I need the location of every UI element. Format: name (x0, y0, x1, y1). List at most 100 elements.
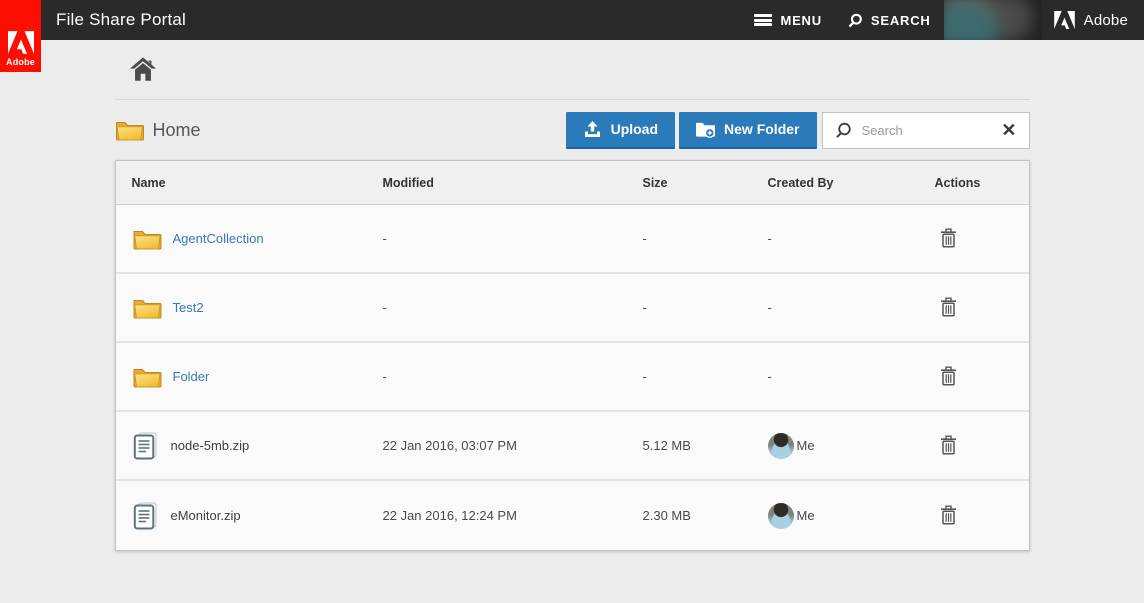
actions-cell (923, 295, 1029, 320)
avatar (767, 432, 794, 459)
created-by-label: - (767, 369, 772, 384)
folder-icon (133, 230, 161, 249)
modified-cell: - (382, 300, 387, 315)
table-row: eMonitor.zip 22 Jan 2016, 12:24 PM 2.30 … (115, 481, 1029, 550)
created-by-cell: - (768, 300, 923, 315)
adobe-brand-label: Adobe (1083, 11, 1128, 29)
name-cell: Folder (116, 365, 383, 389)
delete-button[interactable] (938, 295, 959, 319)
created-by-label: - (767, 300, 772, 315)
name-cell: node-5mb.zip (116, 431, 383, 461)
col-header-modified: Modified (382, 175, 434, 190)
breadcrumb-home-button[interactable] (129, 56, 157, 83)
current-location: Home (115, 118, 201, 142)
size-cell: - (642, 300, 647, 315)
home-icon (129, 57, 156, 81)
adobe-brand-link[interactable]: Adobe (1042, 11, 1144, 29)
item-name-link[interactable]: Test2 (172, 300, 204, 315)
trash-icon (940, 366, 956, 386)
search-label: SEARCH (870, 12, 931, 28)
file-table: Name Modified Size Created By Actions (114, 160, 1030, 551)
delete-button[interactable] (938, 503, 959, 527)
table-row: AgentCollection - - - (115, 205, 1029, 274)
trash-icon (940, 297, 956, 317)
col-header-name: Name (131, 175, 166, 190)
adobe-wordmark: Adobe (6, 57, 35, 67)
modified-cell: - (382, 369, 387, 384)
size-cell: - (642, 369, 647, 384)
created-by-label: Me (796, 438, 815, 453)
adobe-mark-icon (7, 31, 34, 54)
adobe-mark-icon (1053, 11, 1075, 29)
table-row: Folder - - - (115, 343, 1029, 412)
created-by-cell: - (768, 231, 923, 246)
toolbar-actions: Upload New Folder ✕ (565, 111, 1030, 149)
folder-icon (133, 368, 161, 387)
hamburger-icon (754, 14, 773, 26)
topbar-right: MENU SEARCH Adobe (741, 0, 1144, 40)
user-account[interactable] (943, 0, 1042, 40)
size-cell: - (642, 231, 647, 246)
file-icon (133, 501, 157, 529)
created-by-cell: Me (767, 432, 923, 459)
folder-icon (115, 122, 144, 141)
new-folder-button[interactable]: New Folder (679, 111, 817, 149)
toolbar: Home Upload New Folder (115, 100, 1030, 160)
new-folder-label: New Folder (724, 121, 800, 137)
search-button[interactable]: SEARCH (835, 0, 944, 40)
trash-icon (940, 435, 956, 455)
actions-cell (923, 226, 1029, 251)
app-title: File Share Portal (56, 10, 187, 29)
created-by-cell: Me (767, 502, 923, 529)
main-content: Home Upload New Folder (114, 40, 1030, 551)
modified-cell: 22 Jan 2016, 03:07 PM (382, 438, 517, 453)
modified-cell: 22 Jan 2016, 12:24 PM (382, 508, 517, 523)
item-name-link[interactable]: node-5mb.zip (170, 438, 250, 453)
upload-icon (584, 120, 600, 137)
actions-cell (923, 433, 1029, 458)
delete-button[interactable] (938, 433, 959, 457)
upload-label: Upload (610, 121, 659, 137)
size-cell: 5.12 MB (642, 438, 691, 453)
avatar (767, 502, 794, 529)
search-input[interactable] (851, 122, 1000, 138)
delete-button[interactable] (938, 226, 959, 250)
search-box: ✕ (821, 111, 1030, 149)
item-name-link[interactable]: Folder (172, 369, 210, 384)
top-bar: Adobe File Share Portal MENU SEARCH Adob… (0, 0, 1144, 72)
breadcrumb (114, 40, 1030, 100)
actions-cell (923, 503, 1029, 528)
name-cell: AgentCollection (116, 227, 383, 251)
magnifier-icon (835, 122, 851, 138)
menu-button[interactable]: MENU (741, 0, 834, 40)
created-by-label: Me (796, 508, 815, 523)
user-avatar-blurred (943, 0, 1042, 40)
name-cell: eMonitor.zip (116, 501, 383, 531)
name-cell: Test2 (116, 296, 383, 320)
col-header-actions: Actions (934, 175, 981, 190)
folder-plus-icon (696, 122, 716, 138)
item-name-link[interactable]: eMonitor.zip (170, 508, 241, 523)
upload-button[interactable]: Upload (565, 111, 676, 149)
clear-search-icon[interactable]: ✕ (1001, 120, 1017, 140)
modified-cell: - (382, 231, 387, 246)
magnifier-icon (848, 13, 862, 27)
trash-icon (940, 228, 956, 248)
file-icon (133, 431, 157, 459)
item-name-link[interactable]: AgentCollection (172, 231, 264, 246)
actions-cell (923, 364, 1029, 389)
delete-button[interactable] (938, 364, 959, 388)
table-header: Name Modified Size Created By Actions (115, 161, 1029, 205)
folder-icon (133, 299, 161, 318)
trash-icon (940, 505, 956, 525)
col-header-created-by: Created By (767, 175, 834, 190)
adobe-logo-tab[interactable]: Adobe (0, 0, 41, 72)
table-row: node-5mb.zip 22 Jan 2016, 03:07 PM 5.12 … (115, 412, 1029, 481)
col-header-size: Size (642, 175, 668, 190)
menu-label: MENU (780, 12, 822, 28)
location-label: Home (152, 119, 201, 140)
created-by-label: - (767, 231, 772, 246)
created-by-cell: - (768, 369, 923, 384)
table-row: Test2 - - - (115, 274, 1029, 343)
table-body: AgentCollection - - - (115, 205, 1029, 550)
